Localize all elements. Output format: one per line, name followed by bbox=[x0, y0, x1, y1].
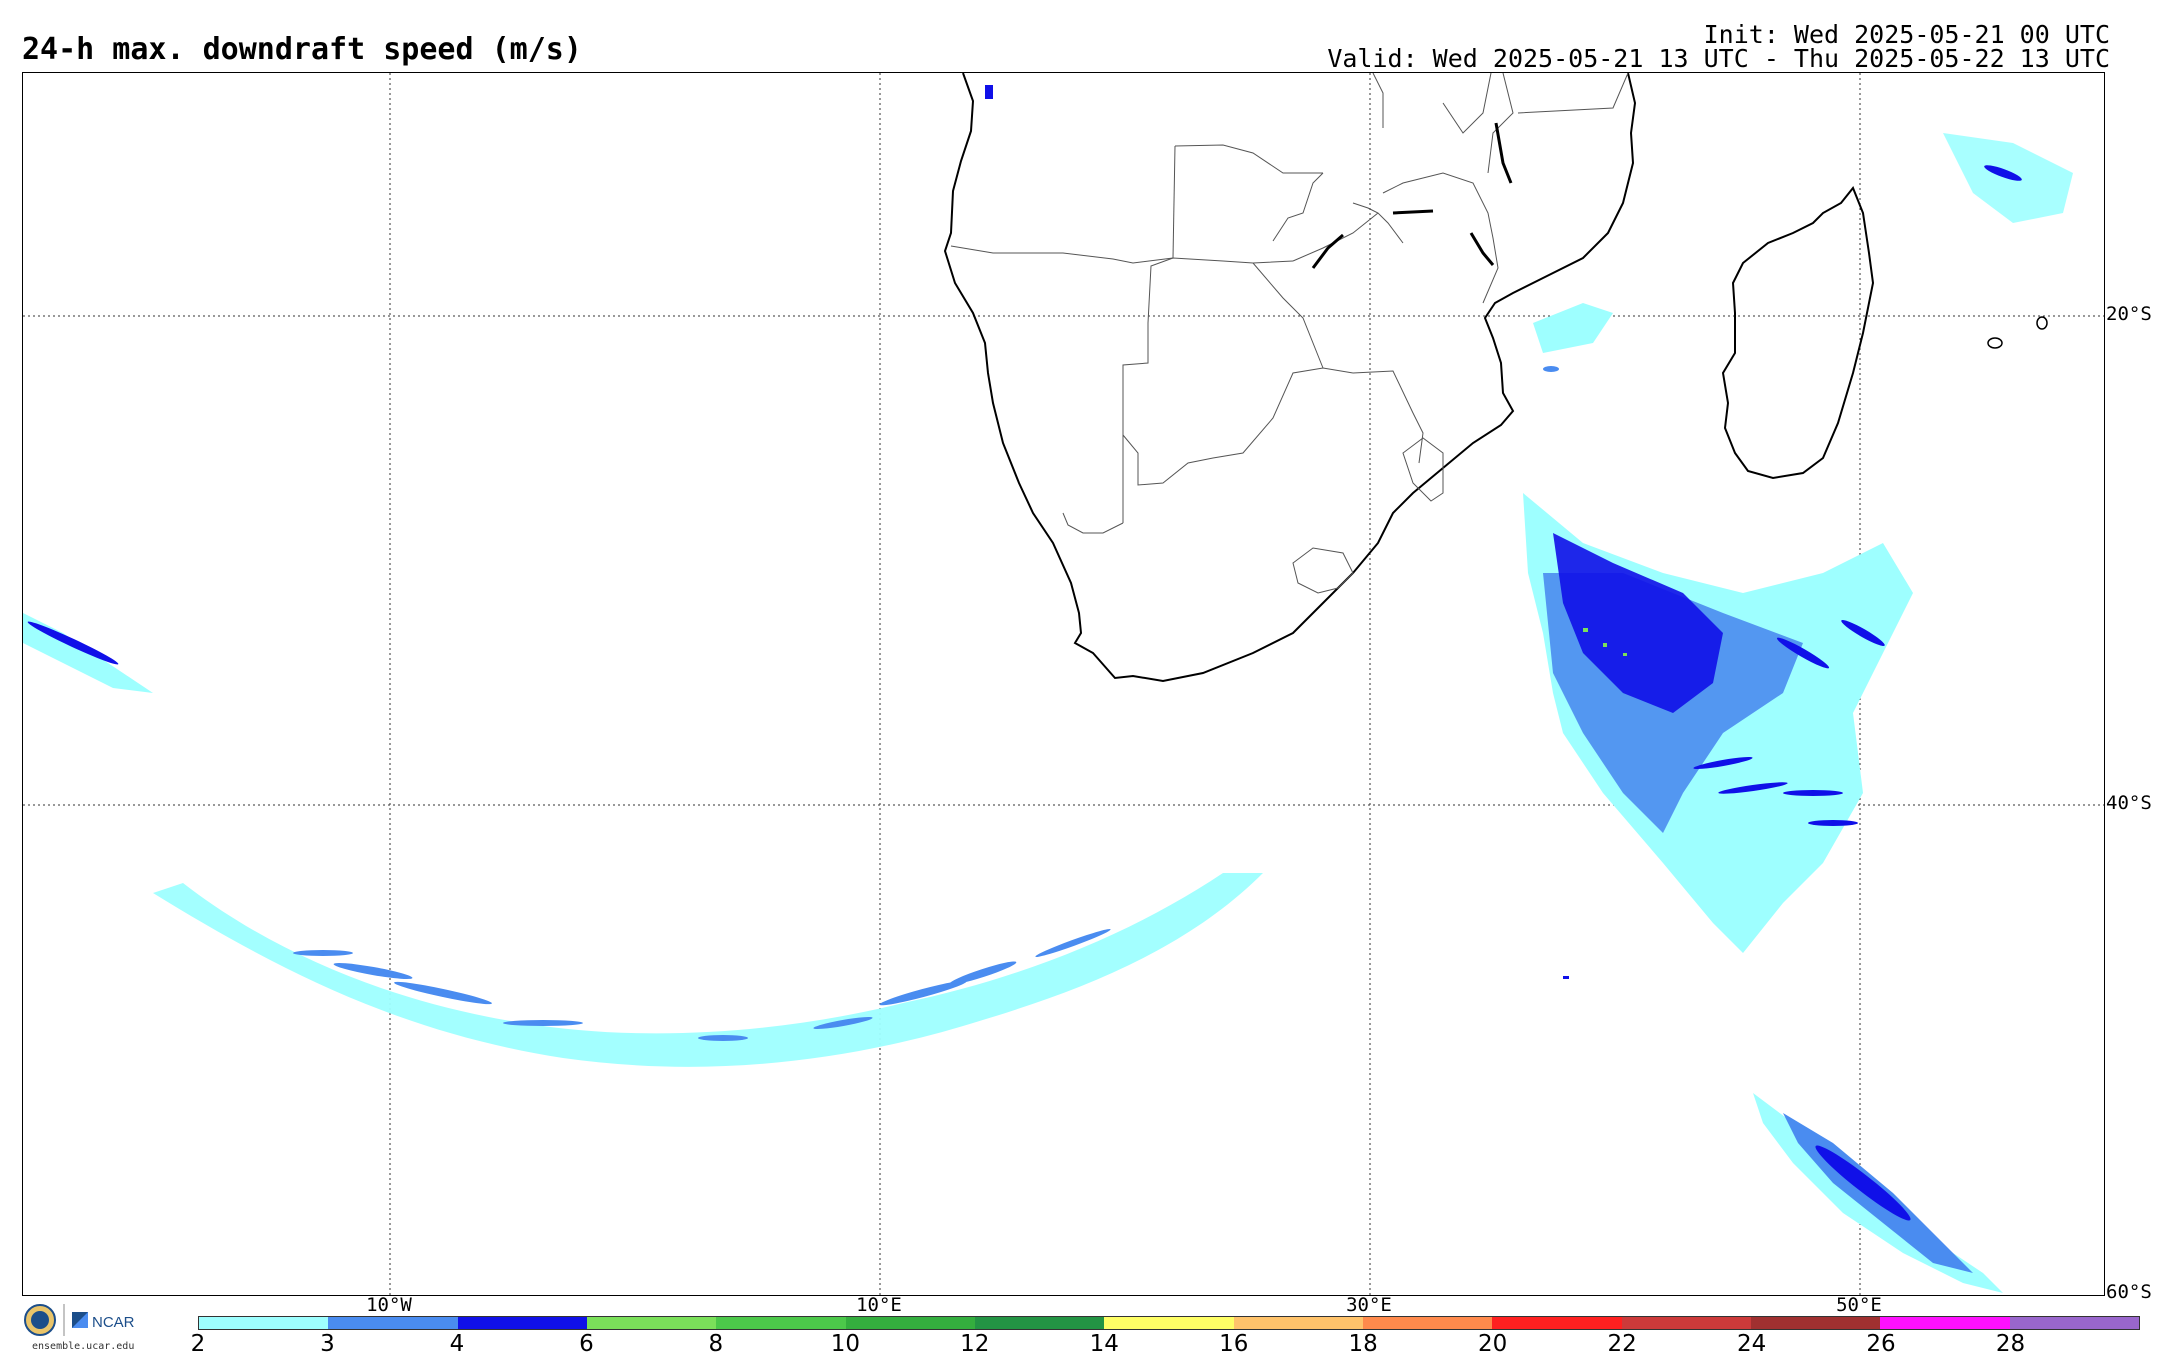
colorbar-tick-label: 24 bbox=[1736, 1331, 1767, 1357]
lon-label-10w: 10°W bbox=[366, 1294, 412, 1316]
lon-label-50e: 50°E bbox=[1836, 1294, 1882, 1316]
madagascar-outline bbox=[1721, 186, 1875, 480]
colorbar-tick-label: 4 bbox=[449, 1331, 465, 1357]
colorbar-segment bbox=[457, 1317, 587, 1329]
colorbar-segment bbox=[974, 1317, 1105, 1329]
lakes bbox=[1311, 122, 1513, 269]
colorbar-segment bbox=[586, 1317, 717, 1329]
lat-label-60s: 60°S bbox=[2106, 1281, 2152, 1303]
colorbar-segment bbox=[328, 1317, 458, 1329]
site-url: ensemble.ucar.edu bbox=[32, 1341, 135, 1352]
colorbar-segment bbox=[716, 1317, 846, 1329]
colorbar-tick-label: 22 bbox=[1607, 1331, 1637, 1357]
colorbar-tick-label: 3 bbox=[320, 1331, 335, 1357]
africa-coastline bbox=[943, 73, 1637, 683]
lon-label-10e: 10°E bbox=[856, 1294, 902, 1316]
colorbar-tick-label: 10 bbox=[830, 1331, 860, 1357]
colorbar-segment bbox=[1104, 1317, 1234, 1329]
plot-title: 24-h max. downdraft speed (m/s) bbox=[22, 32, 582, 67]
map-canvas bbox=[23, 73, 2104, 1295]
lat-label-40s: 40°S bbox=[2106, 792, 2152, 814]
lon-label-30e: 30°E bbox=[1346, 1294, 1392, 1316]
colorbar-tick-label: 28 bbox=[1995, 1331, 2026, 1357]
logo-ncar-text: NCAR bbox=[92, 1314, 135, 1331]
colorbar-tick-label: 6 bbox=[579, 1331, 594, 1357]
ncar-logo: NCAR bbox=[24, 1304, 135, 1336]
valid-time: Valid: Wed 2025-05-21 13 UTC - Thu 2025-… bbox=[1327, 44, 2110, 73]
lat-label-20s: 20°S bbox=[2106, 303, 2152, 325]
mauritius-outline bbox=[1987, 337, 2003, 349]
reunion-outline bbox=[2036, 316, 2048, 330]
colorbar-segment bbox=[1492, 1317, 1622, 1329]
colorbar-tick-label: 18 bbox=[1348, 1331, 1378, 1357]
colorbar-tick-label: 8 bbox=[708, 1331, 724, 1357]
colorbar-segment bbox=[1880, 1317, 2010, 1329]
downdraft-field bbox=[23, 85, 2073, 1293]
colorbar-segment bbox=[2009, 1317, 2139, 1329]
colorbar-segment bbox=[1362, 1317, 1493, 1329]
colorbar-segment bbox=[1750, 1317, 1881, 1329]
map-panel bbox=[22, 72, 2105, 1296]
colorbar bbox=[198, 1316, 2140, 1330]
init-time: Init: Wed 2025-05-21 00 UTC bbox=[1703, 20, 2110, 49]
country-borders bbox=[950, 73, 1629, 594]
colorbar-segment bbox=[199, 1317, 329, 1329]
colorbar-tick-label: 14 bbox=[1089, 1331, 1119, 1357]
colorbar-segment bbox=[1233, 1317, 1363, 1329]
colorbar-segment bbox=[845, 1317, 975, 1329]
colorbar-tick-label: 26 bbox=[1866, 1331, 1896, 1357]
colorbar-tick-label: 2 bbox=[190, 1331, 206, 1357]
colorbar-tick-label: 20 bbox=[1478, 1331, 1508, 1357]
colorbar-tick-label: 12 bbox=[960, 1331, 990, 1357]
colorbar-tick-label: 16 bbox=[1219, 1331, 1249, 1357]
colorbar-segment bbox=[1621, 1317, 1751, 1329]
